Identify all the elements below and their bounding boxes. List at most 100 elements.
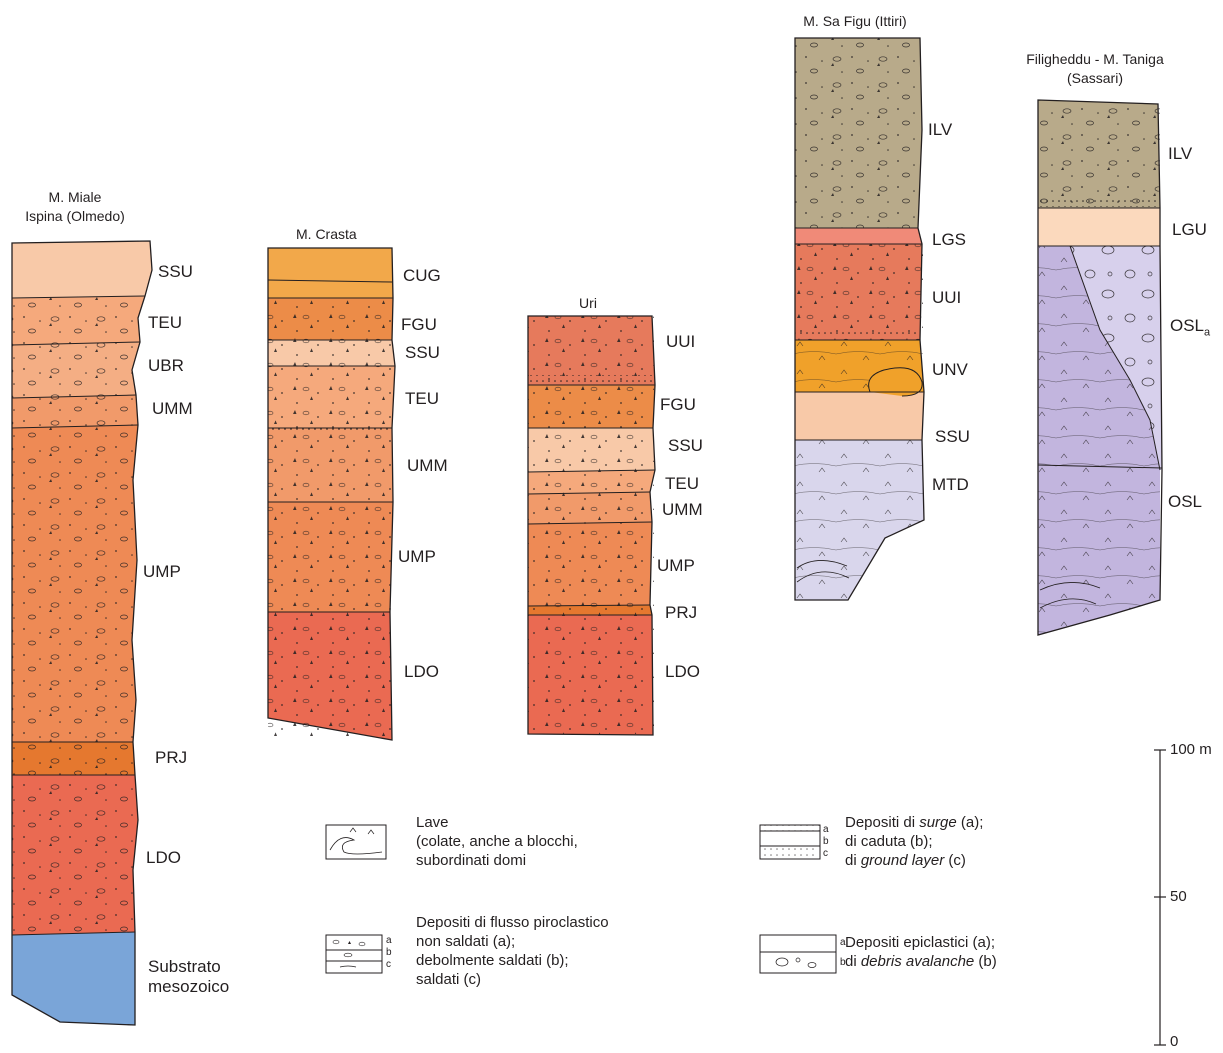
legend-flusso-letter-c: c [386, 959, 391, 970]
label-m-miale-ldo: LDO [146, 848, 181, 867]
legend-flusso-line1: Depositi di flusso piroclastico [416, 914, 609, 931]
scale-bar [1154, 749, 1166, 1046]
label-uri-umm: UMM [662, 500, 703, 519]
label-m-crasta-teu: TEU [405, 389, 439, 408]
title-m-miale-line1: M. Miale [48, 189, 102, 205]
label-m-crasta-ump: UMP [398, 547, 436, 566]
label-filigheddu-osla: OSLa [1170, 316, 1210, 342]
title-m-crasta-line1: M. Crasta [296, 226, 357, 242]
legend-surge-line1-em: surge [919, 814, 957, 831]
legend-surge-line1: Depositi di surge (a); [845, 813, 983, 832]
label-m-miale-prj: PRJ [155, 748, 188, 767]
label-m-miale-teu: TEU [148, 313, 182, 332]
legend-swatch-surge [759, 824, 821, 860]
label-m-sa-figu-unv: UNV [932, 360, 968, 379]
unit-m-sa-figu-ssu [795, 392, 924, 440]
label-filigheddu-lgu: LGU [1172, 220, 1207, 239]
label-filigheddu-osl: OSL [1168, 492, 1203, 511]
title-filigheddu-line1: Filigheddu - M. Taniga [1026, 51, 1164, 67]
label-osla-main: OSL [1170, 316, 1205, 335]
legend-lave-line2: (colate, anche a blocchi, [416, 833, 578, 850]
column-m-miale [11, 240, 153, 1026]
legend-surge-letter-c: c [823, 848, 828, 859]
label-m-miale-ssu: SSU [158, 262, 193, 281]
legend-epiclastici-line2-pre: di [845, 953, 861, 970]
unit-m-miale-substrato [12, 932, 135, 1025]
legend-epiclastici-line2-post: (b) [974, 953, 997, 970]
legend-text-epiclastici: Depositi epiclastici (a); di debris aval… [845, 933, 997, 971]
column-filigheddu [1037, 99, 1163, 636]
label-m-sa-figu-ssu: SSU [935, 427, 970, 446]
title-uri: Uri [528, 294, 648, 313]
unit-m-sa-figu-lgs [795, 228, 922, 244]
legend-surge-line3: di ground layer (c) [845, 851, 983, 870]
legend-text-surge: Depositi di surge (a); di caduta (b); di… [845, 813, 983, 870]
label-m-crasta-umm: UMM [407, 456, 448, 475]
legend-swatch-flusso [325, 934, 383, 974]
label-uri-prj: PRJ [665, 603, 698, 622]
label-uri-uui: UUI [666, 332, 696, 351]
legend-surge-line2: di caduta (b); [845, 833, 933, 850]
unit-filigheddu-lgu [1038, 208, 1160, 246]
legend-surge-line1-post: (a); [956, 814, 984, 831]
label-m-miale-ubr: UBR [148, 356, 184, 375]
scale-label-50: 50 [1170, 888, 1187, 905]
label-uri-teu: TEU [665, 474, 699, 493]
legend-surge-letter-a: a [823, 824, 829, 835]
legend-epiclastici-line2-em: debris avalanche [860, 953, 975, 970]
legend-surge-line3-em: ground layer [860, 852, 945, 869]
legend-text-lave: Lave (colate, anche a blocchi, subordina… [416, 813, 578, 870]
label-m-miale-ump: UMP [143, 562, 181, 581]
label-substrato-line1: Substrato [148, 957, 221, 976]
legend-flusso-line2: non saldati (a); [416, 933, 516, 950]
scale-label-0: 0 [1170, 1033, 1179, 1050]
title-m-sa-figu-line1: M. Sa Figu (Ittiri) [803, 13, 907, 29]
title-filigheddu: Filigheddu - M. Taniga (Sassari) [1000, 50, 1190, 88]
legend-swatch-epiclastici [759, 934, 837, 974]
label-m-miale-substrato: Substrato mesozoico [148, 957, 229, 997]
label-uri-ldo: LDO [665, 662, 700, 681]
label-uri-ssu: SSU [668, 436, 703, 455]
legend-surge-line3-post: (c) [944, 852, 966, 869]
title-m-sa-figu: M. Sa Figu (Ittiri) [790, 12, 920, 31]
label-uri-fgu: FGU [660, 395, 696, 414]
legend-surge-letter-b: b [823, 836, 829, 847]
legend-epiclastici-letter-a: a [840, 937, 846, 948]
legend-lave-line1: Lave [416, 814, 449, 831]
label-m-miale-umm: UMM [152, 399, 193, 418]
label-m-crasta-cug: CUG [403, 266, 441, 285]
legend-surge-line1-pre: Depositi di [845, 814, 920, 831]
legend-flusso-line3: debolmente saldati (b); [416, 952, 569, 969]
label-m-sa-figu-lgs: LGS [932, 230, 967, 249]
label-m-crasta-fgu: FGU [401, 315, 437, 334]
legend-lave-line3: subordinati domi [416, 852, 527, 869]
legend-epiclastici-line1: Depositi epiclastici (a); [845, 934, 996, 951]
unit-m-miale-ssu [12, 241, 152, 298]
label-m-sa-figu-uui: UUI [932, 288, 962, 307]
legend-flusso-letter-a: a [386, 935, 392, 946]
legend-swatch-lave [325, 824, 387, 860]
label-m-crasta-ssu: SSU [405, 343, 440, 362]
unit-m-crasta-cug [268, 248, 393, 298]
title-m-miale: M. Miale Ispina (Olmedo) [10, 188, 140, 226]
label-filigheddu-ilv: ILV [1168, 144, 1193, 163]
column-uri [527, 315, 656, 736]
label-substrato-line2: mesozoico [148, 977, 230, 996]
title-m-crasta: M. Crasta [270, 225, 390, 244]
label-osla-sub: a [1204, 326, 1211, 339]
label-uri-ump: UMP [657, 556, 695, 575]
title-m-miale-line2: Ispina (Olmedo) [25, 208, 125, 224]
label-m-sa-figu-ilv: ILV [928, 120, 953, 139]
title-filigheddu-line2: (Sassari) [1066, 70, 1123, 86]
legend-epiclastici-letter-b: b [840, 957, 846, 968]
label-m-crasta-ldo: LDO [404, 662, 439, 681]
scale-label-100: 100 m [1170, 741, 1212, 758]
column-m-crasta [267, 247, 396, 741]
legend-flusso-line4: saldati (c) [416, 971, 482, 988]
legend-epiclastici-line2: di debris avalanche (b) [845, 952, 997, 971]
label-m-sa-figu-mtd: MTD [932, 475, 969, 494]
legend-text-flusso: Depositi di flusso piroclastico non sald… [416, 913, 609, 989]
legend-surge-line3-pre: di [845, 852, 861, 869]
legend-flusso-letter-b: b [386, 947, 392, 958]
